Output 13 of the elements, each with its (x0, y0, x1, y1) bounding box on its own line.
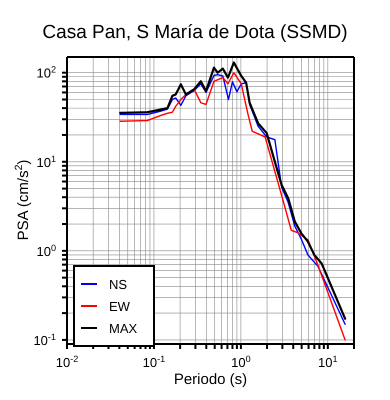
legend-label: NS (109, 276, 128, 292)
legend-label: EW (109, 298, 130, 314)
y-tick-label: 10$^{1}$ (36, 154, 56, 170)
legend-label: MAX (109, 320, 138, 336)
x-axis-title: Periodo (s) (172, 370, 248, 390)
y-tick-label: 10$^{-1}$ (33, 332, 56, 348)
y-tick-label: 10$^{0}$ (36, 242, 56, 259)
x-tick-label: 10$^{-2}$ (56, 354, 78, 370)
x-tick-label: 10$^{0}$ (231, 354, 251, 370)
x-tick-label: 10$^{-1}$ (142, 354, 166, 370)
chart-title: Casa Pan, S María de Dota (SSMD) (41, 21, 349, 45)
y-tick-label: 10$^{2}$ (36, 64, 56, 81)
x-tick-label: 10$^{1}$ (318, 354, 338, 370)
